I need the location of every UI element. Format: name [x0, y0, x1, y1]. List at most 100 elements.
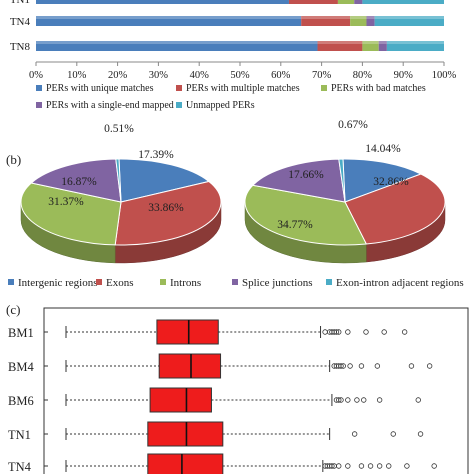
boxplot-bm6: BM6	[8, 387, 421, 413]
outlier-point	[338, 397, 344, 403]
category-label-tn1: TN1	[10, 0, 30, 6]
box-iqr	[156, 319, 219, 345]
bar-segment-highlight	[378, 41, 387, 44]
outlier-point	[390, 431, 396, 437]
pie-slice-3	[20, 182, 122, 246]
panel-label-c: (c)	[6, 302, 20, 317]
outlier-point	[333, 329, 340, 335]
boxplot-bm1: BM1	[8, 319, 408, 345]
bar-segment-highlight	[386, 41, 444, 44]
outlier-point	[340, 363, 346, 369]
outlier-point	[374, 363, 381, 369]
outlier-point	[361, 397, 367, 403]
pie-chart-2: 14.04% 32.86% 34.77% 17.66% 0.67%	[244, 119, 446, 264]
boxplot-category-label: BM6	[8, 394, 34, 408]
pie-slice-4	[251, 158, 346, 203]
x-tick-label: 80%	[353, 70, 373, 81]
legend-swatch	[176, 102, 182, 108]
bar-segment-highlight	[374, 16, 444, 19]
x-tick-label: 100%	[432, 70, 457, 81]
pie-panel: (b) 17.39% 33.86% 31.37% 16.87% 0.51% 14.04% 3…	[6, 119, 464, 289]
x-tick-label: 50%	[230, 70, 250, 81]
boxplot-category-label: TN1	[8, 428, 31, 442]
legend-label: Exons	[106, 277, 134, 289]
pie-chart-1: 17.39% 33.86% 31.37% 16.87% 0.51%	[20, 123, 222, 264]
legend-label: Exon-intron adjacent regions	[336, 277, 464, 289]
legend-swatch	[321, 85, 327, 91]
legend-label: PERs with bad matches	[331, 83, 426, 94]
bar-segment-highlight	[301, 16, 351, 19]
bar-segment-highlight	[366, 16, 375, 19]
x-tick-label: 30%	[149, 70, 169, 81]
boxplot-category-label: BM1	[8, 326, 34, 340]
legend-label: PERs with multiple matches	[186, 83, 300, 94]
outlier-point	[367, 463, 374, 469]
box-iqr	[158, 353, 222, 379]
pie-slice-4	[30, 158, 122, 203]
legend-label: PERs with unique matches	[46, 83, 154, 94]
pie-slice-2	[114, 180, 222, 246]
x-tick-label: 90%	[394, 70, 414, 81]
bar-segment-tn1-2	[337, 0, 355, 4]
legend-swatch	[176, 85, 182, 91]
bar-segment-tn4-4	[374, 16, 444, 26]
x-tick-label: 40%	[190, 70, 210, 81]
pie-charts: 17.39% 33.86% 31.37% 16.87% 0.51% 14.04% 32.86…	[20, 119, 446, 264]
pie-slice-label: 0.51%	[104, 123, 134, 135]
pie-slice-label: 32.86%	[373, 176, 409, 188]
legend-swatch	[96, 279, 102, 285]
outlier-point	[408, 363, 415, 369]
bar-segment-tn4-1	[301, 16, 351, 26]
outlier-point	[336, 397, 342, 403]
pie-slice-label: 17.66%	[288, 169, 324, 181]
bar-segment-highlight	[317, 41, 363, 44]
legend-label: PERs with a single-end mapped	[46, 100, 174, 111]
panel-label-b: (b)	[6, 152, 21, 167]
boxplot-frame	[43, 307, 469, 474]
box-iqr	[147, 421, 224, 447]
bar-segment-tn8-1	[317, 41, 363, 51]
bar-segment-highlight	[362, 41, 379, 44]
pie-slice-label: 0.67%	[338, 119, 368, 131]
pie-slice-label: 31.37%	[48, 196, 84, 208]
box-iqr	[149, 387, 212, 413]
outlier-point	[345, 463, 351, 469]
bar-segment-tn8-0	[36, 41, 318, 51]
x-tick-label: 0%	[29, 70, 43, 81]
bar-segment-tn8-2	[362, 41, 379, 51]
pie-slice-1	[118, 158, 210, 203]
boxplot-bm4: BM4	[8, 353, 433, 379]
x-tick-label: 10%	[67, 70, 87, 81]
legend-swatch	[232, 279, 238, 285]
bar-segment-tn8-4	[386, 41, 444, 51]
outlier-point	[358, 363, 365, 369]
pie-slice-5	[338, 158, 346, 203]
x-tick-label: 20%	[108, 70, 128, 81]
outlier-point	[404, 463, 410, 469]
legend-swatch	[36, 102, 42, 108]
legend-swatch	[36, 85, 42, 91]
bar-segment-tn1-3	[354, 0, 363, 4]
outlier-point	[347, 363, 353, 369]
outlier-point	[354, 397, 360, 403]
outlier-point	[415, 397, 421, 403]
outlier-point	[338, 363, 344, 369]
bar-segment-tn1-1	[288, 0, 338, 4]
pie-slice-3	[244, 184, 368, 246]
pie-slice-label: 16.87%	[61, 176, 97, 188]
legend-swatch	[326, 279, 332, 285]
bar-segment-tn8-3	[378, 41, 387, 51]
x-tick-label: 70%	[312, 70, 332, 81]
legend-swatch	[160, 279, 166, 285]
bar-segment-tn1-4	[362, 0, 444, 4]
outlier-point	[363, 329, 369, 335]
outlier-point	[322, 329, 328, 335]
boxplot-tn4: TN4	[8, 453, 437, 474]
outlier-point	[376, 397, 383, 403]
bar-segment-tn4-2	[350, 16, 367, 26]
pie-slice-2	[344, 173, 446, 245]
bar-segment-tn1-0	[36, 0, 289, 4]
bar-segment-highlight	[36, 16, 302, 19]
pie-slice-1	[342, 158, 423, 203]
